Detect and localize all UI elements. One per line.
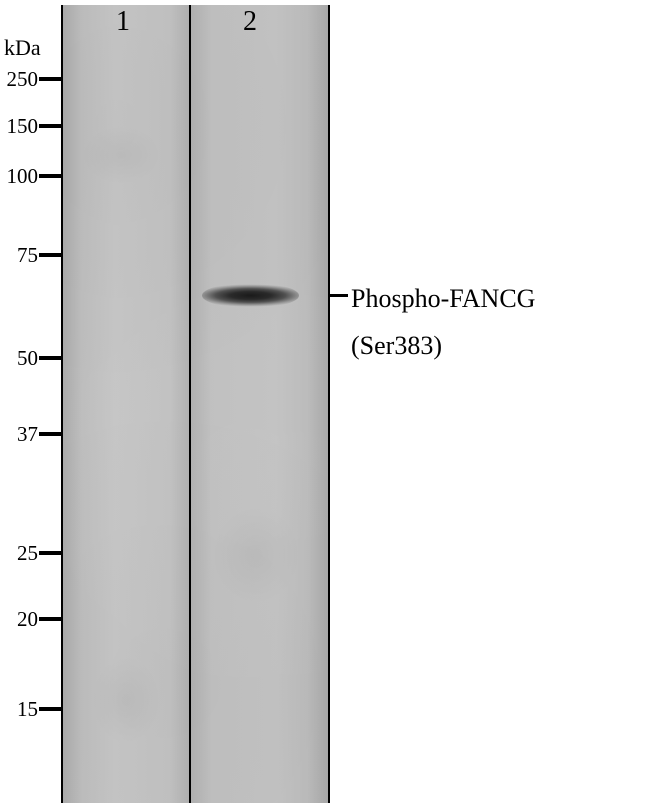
mw-tick: [39, 174, 61, 178]
kda-unit-label: kDa: [4, 35, 41, 61]
target-label-line2: (Ser383): [351, 323, 535, 370]
lane-2-region: [191, 5, 328, 803]
mw-tick: [39, 253, 61, 257]
mw-tick: [39, 707, 61, 711]
mw-tick: [39, 124, 61, 128]
mw-tick: [39, 551, 61, 555]
lane-label-2: 2: [240, 6, 260, 38]
lane-label-1: 1: [113, 6, 133, 38]
mw-label-20: 20: [8, 607, 38, 632]
mw-tick: [39, 617, 61, 621]
mw-label-75: 75: [8, 243, 38, 268]
blot-membrane: [61, 5, 330, 803]
mw-label-37: 37: [8, 422, 38, 447]
mw-label-50: 50: [8, 346, 38, 371]
mw-label-250: 250: [0, 67, 38, 92]
mw-label-150: 150: [0, 114, 38, 139]
protein-band-lane2: [202, 283, 299, 308]
blot-smudge: [81, 125, 161, 185]
mw-label-15: 15: [8, 697, 38, 722]
mw-tick: [39, 356, 61, 360]
mw-tick: [39, 432, 61, 436]
blot-smudge: [211, 505, 301, 605]
mw-label-25: 25: [8, 541, 38, 566]
mw-label-100: 100: [0, 164, 38, 189]
western-blot-figure: kDa 250 150 100 75 50 37 25 20 15 1 2: [0, 0, 650, 808]
band-pointer-tick: [330, 294, 348, 297]
target-label-line1: Phospho-FANCG: [351, 276, 535, 323]
target-protein-label: Phospho-FANCG (Ser383): [351, 276, 535, 370]
mw-tick: [39, 77, 61, 81]
lane-divider-right: [328, 5, 330, 803]
blot-smudge: [91, 655, 161, 745]
